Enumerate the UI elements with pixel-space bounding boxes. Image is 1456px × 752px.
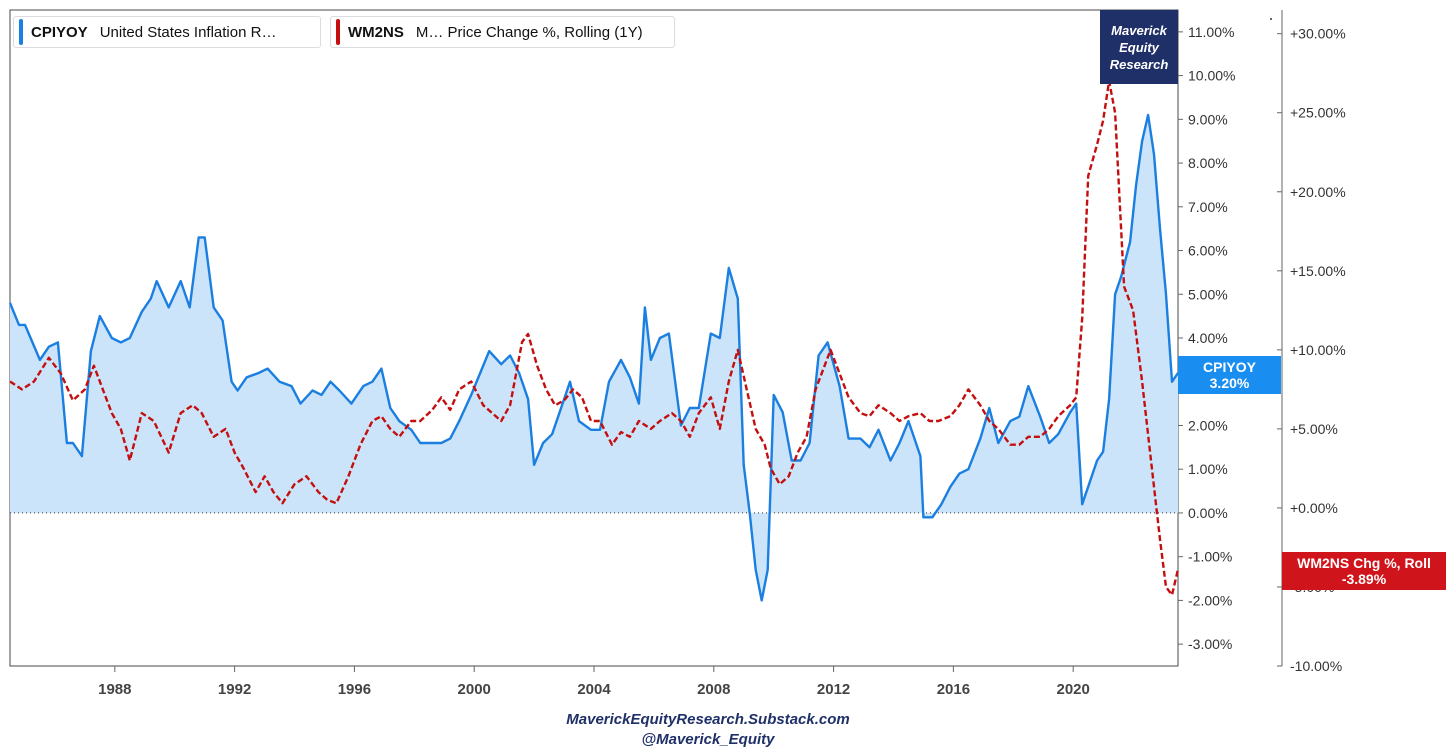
brand-line-1: Maverick [1111,22,1167,38]
left-tick-label: 0.00% [1188,505,1228,521]
footer-handle[interactable]: @Maverick_Equity [641,731,775,748]
m2-series-line[interactable] [9,79,1180,597]
x-tick-label: 2016 [937,681,970,698]
x-tick-label: 1996 [338,681,371,698]
m2-tag-name: WM2NS Chg %, Roll [1297,555,1431,571]
m2-code: WM2NS [348,23,404,41]
left-axis-ticks: 11.00% 10.00% 9.00% 8.00% 7.00% 6.00% 5.00% 4.0… [1178,24,1235,652]
right-tick-label: +0.00% [1290,500,1338,516]
left-tick-label: 10.00% [1188,68,1235,84]
left-tick-label: -3.00% [1188,636,1232,652]
right-tick-label: -10.00% [1290,658,1342,674]
left-tick-label: -1.00% [1188,549,1232,565]
cpi-swatch [19,19,23,45]
brand-line-2: Equity [1119,39,1159,55]
x-tick-label: 2012 [817,681,850,698]
x-tick-label: 2004 [577,681,611,698]
brand-logo: Maverick Equity Research [1100,10,1178,84]
brand-line-3: Research [1109,56,1169,72]
left-tick-label: 7.00% [1188,199,1228,215]
right-tick-label: +30.00% [1290,26,1346,42]
cpi-tag-name: CPIYOY [1203,359,1256,375]
right-tick-label: +20.00% [1290,184,1346,200]
cpi-code: CPIYOY [31,23,88,41]
left-tick-label: 1.00% [1188,461,1228,477]
m2-value-tag: WM2NS Chg %, Roll -3.89% [1282,552,1446,590]
x-tick-label: 2020 [1056,681,1089,698]
m2-swatch [336,19,340,45]
cpi-tag-value: 3.20% [1209,375,1250,391]
cpi-value-tag: CPIYOY 3.20% [1178,356,1281,394]
x-tick-label: 2008 [697,681,730,698]
x-axis-ticks: 1988 1992 1996 2000 2004 2008 2012 2016 2020 [98,666,1090,698]
x-tick-label: 1992 [218,681,251,698]
top-right-dot [1270,18,1272,20]
right-tick-label: +25.00% [1290,105,1346,121]
left-tick-label: -2.00% [1188,592,1232,608]
left-tick-label: 5.00% [1188,286,1228,302]
footer-site[interactable]: MaverickEquityResearch.Substack.com [566,711,850,728]
cpi-desc: United States Inflation R… [99,23,277,41]
left-tick-label: 8.00% [1188,155,1228,171]
x-tick-label: 1988 [98,681,131,698]
left-tick-label: 4.00% [1188,330,1228,346]
right-tick-label: +5.00% [1290,421,1338,437]
right-tick-label: +15.00% [1290,263,1346,279]
left-tick-label: 9.00% [1188,111,1228,127]
left-tick-label: 11.00% [1188,24,1234,40]
cpi-area-fill [10,115,1178,601]
m2-desc: M… Price Change %, Rolling (1Y) [415,23,643,41]
right-tick-label: +10.00% [1290,342,1346,358]
left-tick-label: 2.00% [1188,417,1228,433]
left-tick-label: 6.00% [1188,243,1228,259]
m2-tag-value: -3.89% [1341,571,1387,587]
legend-m2[interactable]: WM2NS M… Price Change %, Rolling (1Y) [330,16,675,48]
cpi-series-line[interactable] [8,113,1179,602]
x-tick-label: 2000 [458,681,491,698]
legend-cpi[interactable]: CPIYOY United States Inflation R… [13,16,321,48]
